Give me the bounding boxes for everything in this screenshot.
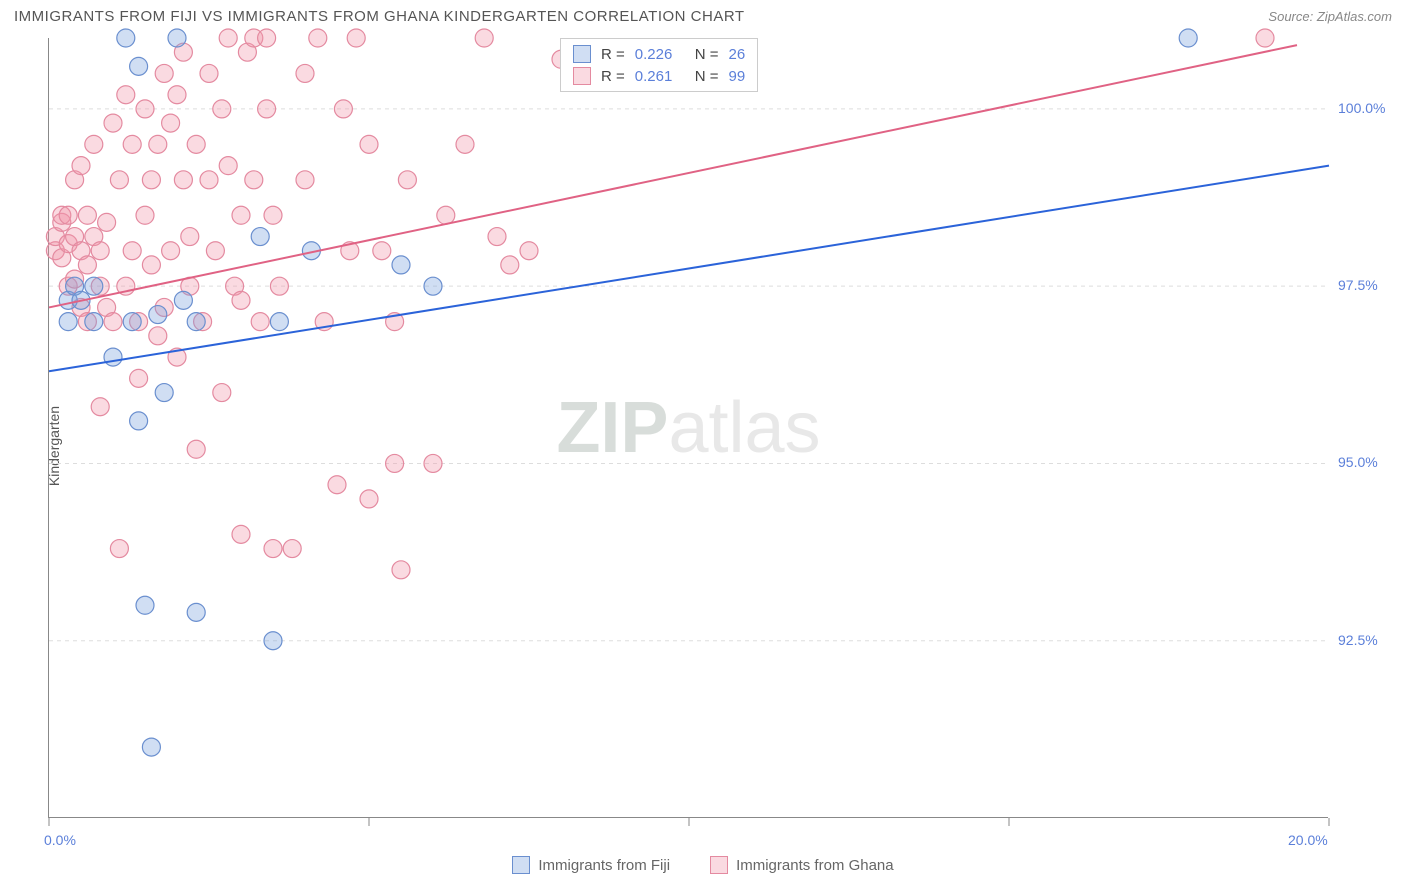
- chart-source: Source: ZipAtlas.com: [1268, 9, 1392, 24]
- legend-swatch-icon: [573, 67, 591, 85]
- y-tick-label: 100.0%: [1338, 100, 1385, 116]
- x-tick-label: 20.0%: [1288, 832, 1328, 848]
- x-tick-label: 0.0%: [44, 832, 76, 848]
- series-legend-item: Immigrants from Ghana: [710, 856, 894, 874]
- chart-title: IMMIGRANTS FROM FIJI VS IMMIGRANTS FROM …: [14, 8, 745, 25]
- n-label: N =: [695, 46, 719, 63]
- scatter-svg: [49, 38, 1329, 818]
- r-value: 0.226: [635, 46, 685, 63]
- correlation-legend-row: R = 0.261 N = 99: [573, 65, 745, 87]
- series-legend-label: Immigrants from Ghana: [736, 857, 894, 874]
- r-label: R =: [601, 46, 625, 63]
- series-legend-item: Immigrants from Fiji: [512, 856, 670, 874]
- y-tick-label: 95.0%: [1338, 454, 1378, 470]
- legend-swatch-icon: [573, 45, 591, 63]
- source-value: ZipAtlas.com: [1317, 9, 1392, 24]
- series-legend-label: Immigrants from Fiji: [538, 857, 670, 874]
- legend-swatch-icon: [710, 856, 728, 874]
- source-label: Source:: [1268, 9, 1313, 24]
- r-value: 0.261: [635, 68, 685, 85]
- correlation-legend-row: R = 0.226 N = 26: [573, 43, 745, 65]
- chart-plot-area: ZIPatlas: [48, 38, 1328, 818]
- correlation-legend: R = 0.226 N = 26 R = 0.261 N = 99: [560, 38, 758, 92]
- n-value: 26: [729, 46, 746, 63]
- y-tick-label: 92.5%: [1338, 632, 1378, 648]
- chart-header: IMMIGRANTS FROM FIJI VS IMMIGRANTS FROM …: [0, 0, 1406, 29]
- series-legend: Immigrants from Fiji Immigrants from Ghan…: [0, 856, 1406, 874]
- n-value: 99: [729, 68, 746, 85]
- legend-swatch-icon: [512, 856, 530, 874]
- n-label: N =: [695, 68, 719, 85]
- r-label: R =: [601, 68, 625, 85]
- y-tick-label: 97.5%: [1338, 277, 1378, 293]
